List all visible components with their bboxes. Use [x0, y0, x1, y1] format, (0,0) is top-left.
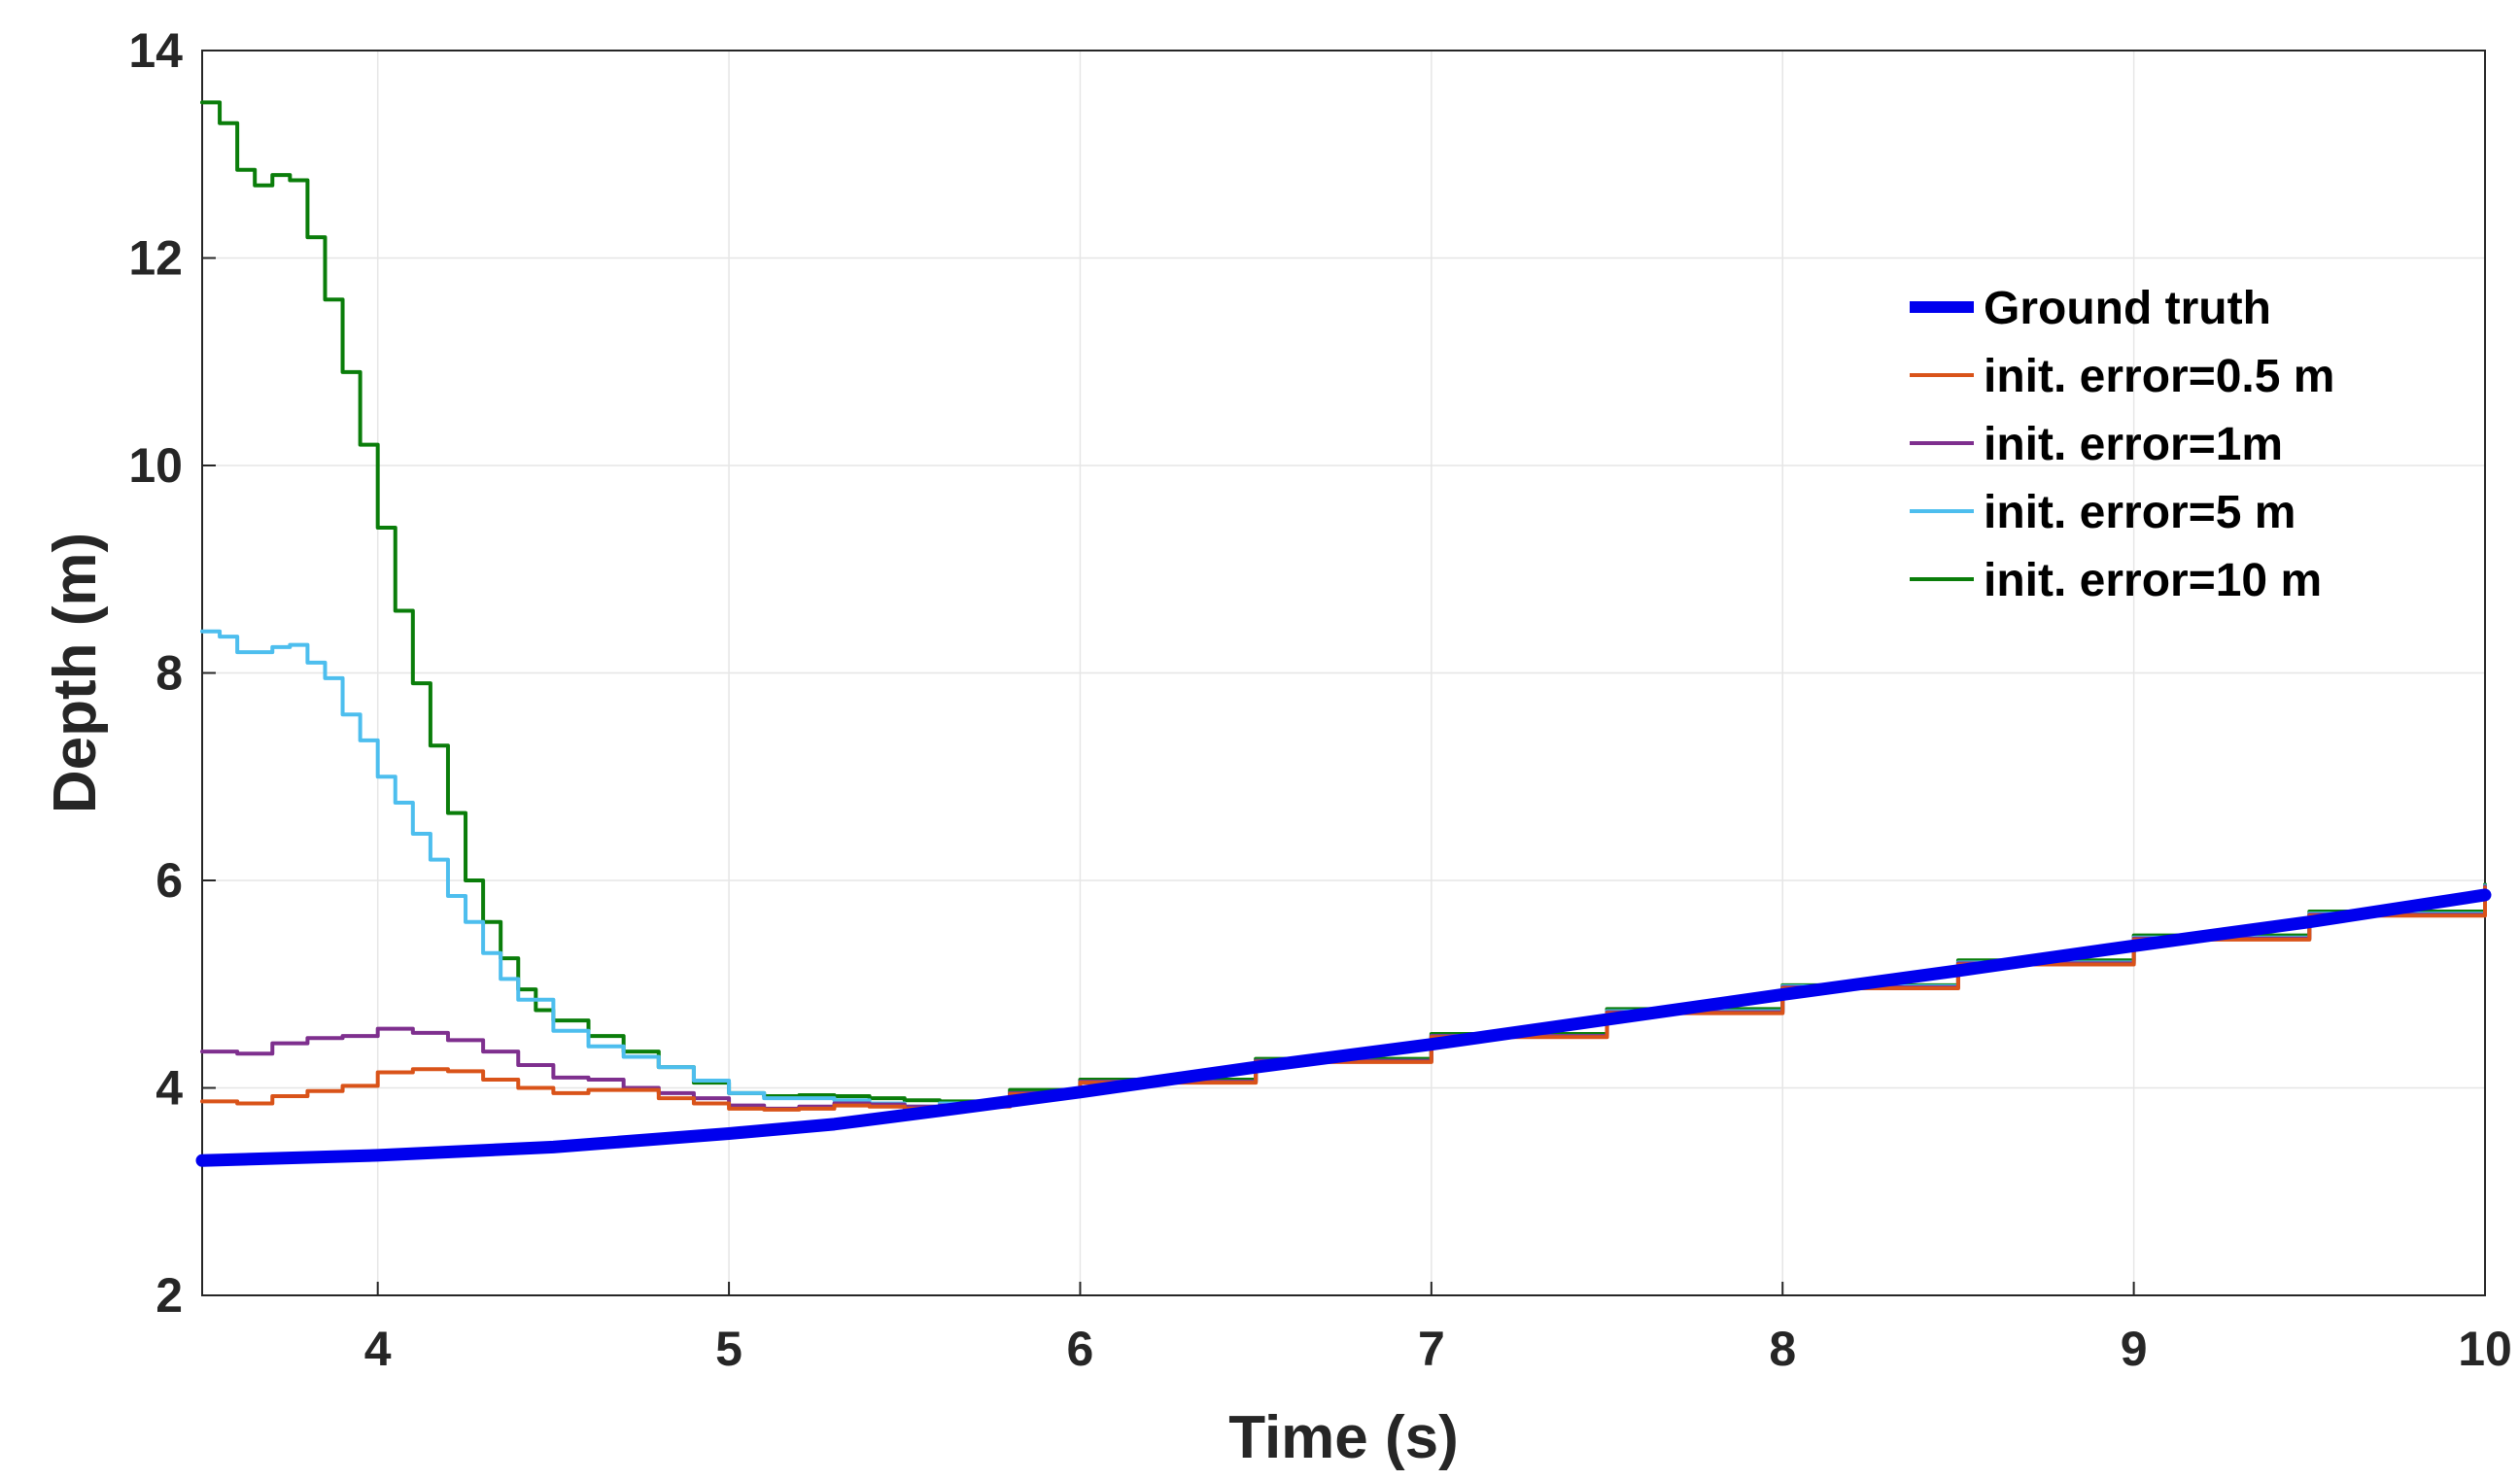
legend-entry-label: Ground truth: [1984, 283, 2271, 334]
x-axis-label: Time (s): [1228, 1404, 1459, 1471]
legend: Ground truth init. error=0.5 m init. error…: [1910, 283, 2334, 606]
y-tick-label: 8: [155, 646, 183, 701]
legend-entry-label: init. error=0.5 m: [1984, 351, 2334, 402]
y-tick-label: 6: [155, 853, 183, 908]
series-line-0: [195, 888, 2492, 1167]
x-tick-label: 4: [364, 1322, 392, 1376]
x-tick-label: 7: [1418, 1322, 1445, 1376]
axis-ticks: 4 5 6 7 8 9 10 2 4 6 8 10 12 14: [128, 23, 2511, 1376]
legend-entry-label: init. error=5 m: [1984, 487, 2296, 538]
x-tick-label: 5: [715, 1322, 742, 1376]
y-tick-label: 12: [128, 231, 183, 286]
y-tick-label: 4: [155, 1061, 183, 1116]
x-tick-label: 8: [1769, 1322, 1796, 1376]
y-tick-label: 2: [155, 1268, 183, 1323]
legend-entry-label: init. error=1m: [1984, 419, 2283, 470]
x-tick-label: 9: [2121, 1322, 2148, 1376]
y-tick-label: 14: [128, 23, 183, 78]
y-tick-label: 10: [128, 438, 183, 493]
x-tick-label: 6: [1067, 1322, 1094, 1376]
series-lines: [195, 100, 2492, 1167]
y-axis-label: Depth (m): [42, 533, 109, 813]
x-tick-label: 10: [2458, 1322, 2512, 1376]
legend-entry-label: init. error=10 m: [1984, 555, 2322, 606]
